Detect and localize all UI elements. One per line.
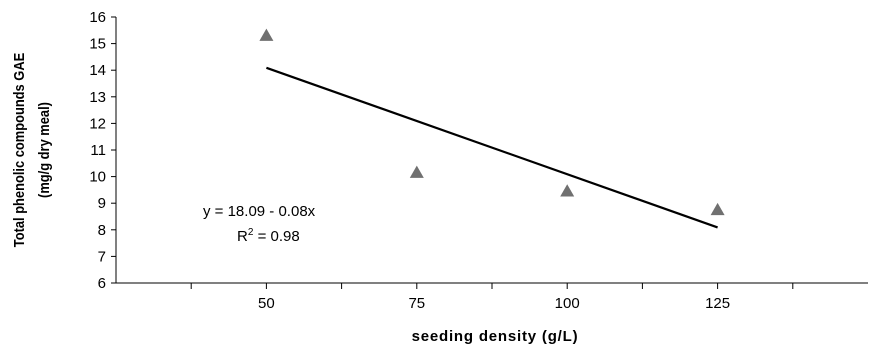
y-axis-title-line1: Total phenolic compounds GAE: [10, 53, 27, 247]
x-axis: 50 75 100 125: [116, 282, 868, 312]
data-point-triangle: [259, 28, 274, 41]
r-squared-label: R2 = 0.98: [237, 227, 300, 245]
data-point-triangle: [409, 165, 424, 178]
y-tick-label: 14: [89, 62, 106, 79]
trendline-group: [266, 66, 718, 229]
y-tick-label: 6: [98, 275, 106, 292]
y-tick-label: 15: [89, 36, 106, 53]
y-tick-label: 9: [98, 195, 106, 212]
trendline: [266, 66, 718, 229]
y-axis-title-line2: (mg/g dry meal): [35, 102, 52, 198]
x-tick-label: 125: [705, 295, 730, 312]
y-tick-label: 7: [98, 248, 106, 265]
data-points: [259, 28, 725, 216]
x-axis-title: seeding density (g/L): [412, 328, 579, 345]
y-axis: 6 7 8 9 10 11 12 13 14 15 16: [89, 9, 117, 292]
y-tick-label: 16: [89, 9, 106, 26]
r2-prefix: R: [237, 228, 248, 245]
y-tick-label: 10: [89, 169, 106, 186]
r2-superscript: 2: [248, 227, 254, 238]
y-tick-label: 8: [98, 222, 106, 239]
data-point-triangle: [710, 202, 725, 216]
y-tick-label: 13: [89, 89, 106, 106]
x-tick-label: 100: [555, 295, 580, 312]
data-point-triangle: [560, 184, 575, 197]
r2-suffix: = 0.98: [253, 228, 299, 245]
x-tick-label: 50: [258, 295, 275, 312]
trend-equation: y = 18.09 - 0.08x: [203, 203, 316, 220]
y-tick-label: 12: [89, 115, 106, 132]
x-tick-label: 75: [408, 295, 425, 312]
y-tick-label: 11: [90, 142, 106, 159]
